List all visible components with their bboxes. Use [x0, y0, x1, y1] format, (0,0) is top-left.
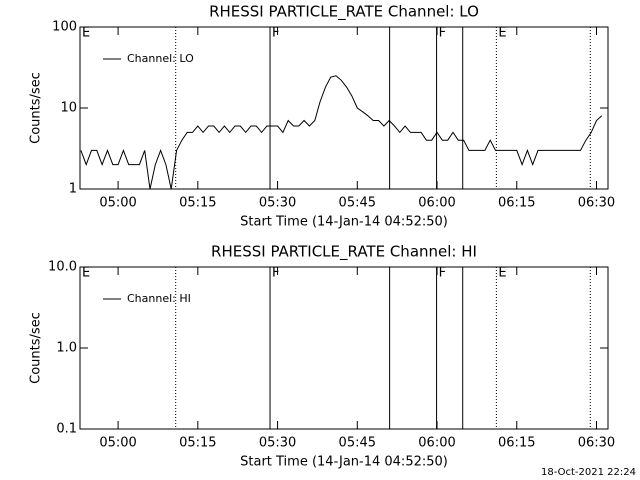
y-axis-label: Counts/sec [29, 72, 44, 144]
event-label: E [498, 26, 506, 41]
event-label: F [272, 266, 279, 281]
x-tick-label: 06:15 [498, 196, 535, 211]
y-tick-label: 100 [52, 20, 77, 35]
x-tick-label: 06:00 [418, 436, 455, 451]
y-tick-label: 1.0 [56, 341, 77, 356]
event-label: F [439, 266, 446, 281]
event-label: F [439, 26, 446, 41]
timestamp: 18-Oct-2021 22:24 [541, 467, 636, 478]
y-tick-label: 10 [60, 101, 77, 116]
x-tick-label: 06:30 [578, 196, 615, 211]
x-tick-label: 05:00 [99, 196, 136, 211]
event-label: E [82, 266, 90, 281]
x-tick-label: 06:30 [578, 436, 615, 451]
chart-title: RHESSI PARTICLE_RATE Channel: HI [211, 243, 477, 262]
x-tick-label: 05:45 [339, 196, 376, 211]
y-tick-label: 0.1 [56, 422, 77, 437]
x-tick-label: 05:45 [339, 436, 376, 451]
y-axis-label: Counts/sec [29, 312, 44, 384]
x-tick-label: 05:15 [179, 196, 216, 211]
x-tick-label: 06:00 [418, 196, 455, 211]
y-tick-label: 1 [69, 182, 77, 197]
x-axis-label: Start Time (14-Jan-14 04:52:50) [240, 455, 448, 470]
x-tick-label: 05:30 [259, 196, 296, 211]
x-tick-label: 05:30 [259, 436, 296, 451]
x-tick-label: 06:15 [498, 436, 535, 451]
chart-title: RHESSI PARTICLE_RATE Channel: LO [209, 3, 479, 22]
data-line [80, 75, 603, 190]
x-tick-label: 05:00 [99, 436, 136, 451]
event-label: E [498, 266, 506, 281]
legend-label: Channel: HI [127, 292, 191, 305]
event-label: F [272, 26, 279, 41]
x-axis-label: Start Time (14-Jan-14 04:52:50) [240, 215, 448, 230]
legend-label: Channel: LO [127, 52, 194, 65]
y-tick-label: 10.0 [48, 260, 77, 275]
event-label: E [82, 26, 90, 41]
x-tick-label: 05:15 [179, 436, 216, 451]
